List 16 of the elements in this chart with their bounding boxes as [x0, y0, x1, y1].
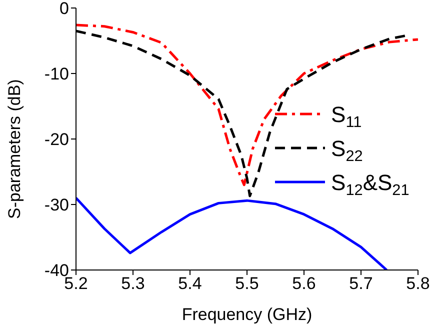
y-axis-title: S-parameters (dB)	[5, 79, 24, 219]
x-tick-label: 5.8	[406, 274, 430, 294]
x-tick-label: 5.7	[349, 274, 373, 294]
x-tick-label: 5.6	[292, 274, 316, 294]
y-tick-label: 0	[60, 0, 69, 18]
legend-label: S$_{22}$	[331, 136, 363, 164]
legend-label: S$_{12}$&S$_{21}$	[331, 170, 410, 198]
x-tick-label: 5.5	[235, 274, 259, 294]
legend-label: S$_{11}$	[331, 102, 362, 130]
x-tick-label: 5.4	[178, 274, 202, 294]
line-series	[76, 196, 388, 270]
y-tick-label: -10	[44, 64, 69, 84]
y-tick-label: -30	[44, 196, 69, 215]
y-tick-label: -20	[44, 130, 69, 150]
x-axis-title: Frequency (GHz)	[182, 305, 312, 324]
x-tick-label: 5.3	[121, 274, 145, 294]
